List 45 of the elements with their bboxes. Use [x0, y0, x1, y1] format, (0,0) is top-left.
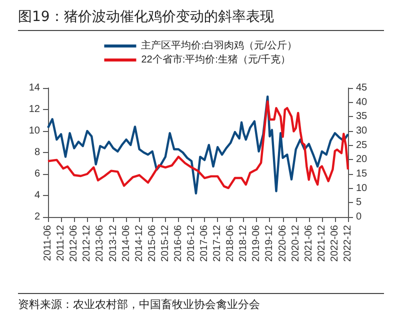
y-tick-label: 10 [28, 126, 40, 136]
y2-tick-label: 10 [356, 182, 368, 194]
x-tick-label: 2016-06 [172, 224, 184, 262]
x-tick-label: 2019-06 [251, 224, 262, 262]
legend-label: 主产区平均价:白羽肉鸡（元/公斤） [141, 40, 297, 52]
x-tick-label: 2014-06 [120, 224, 132, 262]
y-tick-label: 12 [28, 104, 40, 115]
x-tick-label: 2013-12 [108, 224, 119, 262]
x-tick-label: 2015-12 [160, 224, 171, 262]
y-tick-label: 2 [34, 212, 40, 222]
x-tick-label: 2014-12 [134, 224, 145, 262]
x-tick-label: 2012-06 [68, 224, 80, 262]
y2-tick-label: 30 [356, 126, 368, 136]
x-tick-label: 2011-12 [56, 224, 67, 261]
x-tick-label: 2021-12 [316, 224, 328, 262]
x-tick-label: 2011-06 [42, 224, 54, 261]
y-tick-label: 14 [28, 82, 40, 94]
x-tick-label: 2018-06 [225, 224, 236, 262]
x-tick-label: 2020-06 [277, 224, 288, 262]
x-tick-label: 2017-12 [212, 224, 224, 262]
y2-tick-label: 45 [356, 82, 368, 94]
y2-tick-label: 35 [356, 111, 368, 122]
x-tick-label: 2017-06 [199, 224, 210, 262]
x-tick-label: 2012-12 [82, 224, 93, 262]
y-tick-label: 4 [34, 190, 40, 201]
y2-tick-label: 20 [356, 154, 368, 166]
x-tick-label: 2016-12 [186, 224, 198, 262]
x-tick-label: 2018-12 [238, 224, 250, 262]
legend-label: 22个省市:平均价:生猪（元/千克） [141, 54, 291, 66]
x-tick-label: 2019-12 [264, 224, 276, 262]
x-tick-label: 2022-12 [342, 224, 354, 262]
chart-title: 图19：猪价波动催化鸡价变动的斜率表现 [18, 8, 384, 31]
x-tick-label: 2021-06 [303, 224, 314, 262]
y2-tick-label: 40 [356, 96, 368, 108]
y2-tick-label: 0 [356, 212, 362, 222]
x-tick-label: 2015-06 [146, 224, 158, 262]
y-tick-label: 8 [34, 147, 40, 158]
y2-tick-label: 25 [356, 140, 368, 151]
y-tick-label: 6 [34, 168, 40, 180]
text: 资料来源：农业农村部，中国畜牧业协会禽业分会 [18, 293, 384, 312]
x-tick-label: 2020-12 [290, 224, 302, 262]
y2-tick-label: 5 [356, 197, 362, 208]
x-tick-label: 2022-06 [329, 224, 340, 262]
y2-tick-label: 15 [356, 168, 368, 180]
x-tick-label: 2013-06 [94, 224, 106, 262]
